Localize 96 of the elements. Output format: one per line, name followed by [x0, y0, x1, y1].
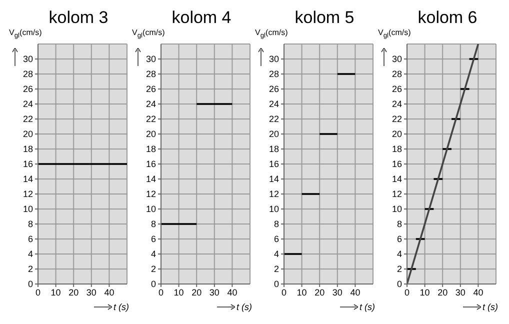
y-tick-label: 18	[22, 144, 33, 154]
x-tick-label: 0	[404, 287, 410, 298]
y-tick-label: 26	[392, 84, 402, 94]
y-tick-label: 18	[268, 144, 279, 154]
x-tick-label: 10	[50, 287, 61, 298]
y-tick-label: 4	[150, 249, 156, 260]
y-tick-label: 8	[150, 219, 156, 230]
chart-title: kolom 4	[172, 8, 232, 27]
y-tick-label: 8	[274, 219, 279, 230]
chart-title: kolom 5	[294, 8, 354, 27]
y-tick-label: 14	[146, 174, 156, 184]
y-tick-label: 8	[28, 219, 33, 230]
y-tick-label: 26	[22, 84, 33, 94]
x-tick-label: 10	[174, 287, 184, 298]
y-tick-label: 26	[268, 84, 279, 94]
y-tick-label: 18	[392, 144, 402, 154]
y-axis-title: V$_{gl}$(cm/s)	[132, 28, 165, 40]
y-tick-label: 0	[28, 279, 33, 290]
y-tick-label: 0	[274, 279, 279, 290]
x-tick-label: 20	[192, 287, 202, 298]
y-tick-label: 6	[150, 234, 156, 244]
y-tick-label: 4	[396, 249, 402, 260]
y-tick-label: 10	[22, 204, 33, 214]
x-tick-label: 0	[281, 287, 287, 298]
chart-title: kolom 6	[418, 8, 478, 27]
y-tick-label: 10	[146, 204, 156, 214]
x-axis-title: t (s)	[114, 302, 129, 312]
x-tick-label: 10	[420, 287, 430, 298]
y-tick-label: 20	[22, 129, 33, 140]
x-axis-title: t (s)	[236, 302, 252, 312]
y-tick-label: 14	[392, 174, 402, 184]
y-tick-label: 14	[22, 174, 33, 184]
y-tick-label: 28	[146, 69, 156, 80]
x-tick-label: 0	[35, 287, 41, 298]
y-tick-label: 0	[396, 279, 402, 290]
y-tick-label: 0	[150, 279, 156, 290]
y-tick-label: 4	[274, 249, 279, 260]
y-tick-label: 28	[268, 69, 279, 80]
y-tick-label: 24	[22, 99, 33, 110]
chart-title: kolom 3	[48, 8, 108, 27]
y-tick-label: 2	[28, 264, 33, 274]
y-tick-label: 16	[392, 159, 402, 170]
y-tick-label: 30	[146, 54, 156, 64]
y-tick-label: 4	[28, 249, 33, 260]
y-tick-label: 14	[268, 174, 279, 184]
y-tick-label: 24	[146, 99, 156, 110]
y-axis-title: V$_{gl}$(cm/s)	[378, 28, 411, 40]
y-tick-label: 22	[392, 114, 402, 124]
y-tick-label: 8	[396, 219, 402, 230]
y-tick-label: 6	[28, 234, 33, 244]
x-tick-label: 40	[104, 287, 114, 298]
x-tick-label: 30	[86, 287, 96, 298]
y-tick-label: 22	[22, 114, 33, 124]
x-tick-label: 30	[332, 287, 342, 298]
x-tick-label: 40	[350, 287, 360, 298]
y-tick-label: 30	[268, 54, 279, 64]
x-tick-label: 0	[158, 287, 164, 298]
y-tick-label: 12	[22, 189, 33, 200]
y-tick-label: 28	[392, 69, 402, 80]
y-tick-label: 10	[392, 204, 402, 214]
y-tick-label: 30	[392, 54, 402, 64]
y-tick-label: 18	[146, 144, 156, 154]
y-tick-label: 6	[274, 234, 279, 244]
y-tick-label: 12	[268, 189, 279, 200]
y-tick-label: 20	[146, 129, 156, 140]
x-tick-label: 20	[438, 287, 448, 298]
y-tick-label: 26	[146, 84, 156, 94]
y-tick-label: 22	[268, 114, 279, 124]
y-tick-label: 20	[268, 129, 279, 140]
y-tick-label: 16	[22, 159, 33, 170]
x-tick-label: 10	[296, 287, 307, 298]
y-tick-label: 12	[146, 189, 156, 200]
x-tick-label: 30	[455, 287, 466, 298]
x-tick-label: 30	[209, 287, 220, 298]
y-tick-label: 6	[396, 234, 402, 244]
y-tick-label: 24	[268, 99, 279, 110]
x-tick-label: 40	[473, 287, 484, 298]
y-tick-label: 28	[22, 69, 33, 80]
y-tick-label: 12	[392, 189, 402, 200]
y-tick-label: 2	[150, 264, 156, 274]
y-tick-label: 24	[392, 99, 402, 110]
x-tick-label: 20	[314, 287, 325, 298]
y-tick-label: 2	[274, 264, 279, 274]
y-tick-label: 22	[146, 114, 156, 124]
y-tick-label: 10	[268, 204, 279, 214]
y-axis-title: V$_{gl}$(cm/s)	[9, 28, 42, 40]
y-tick-label: 16	[268, 159, 279, 170]
y-tick-label: 2	[396, 264, 402, 274]
x-tick-label: 40	[227, 287, 238, 298]
y-axis-title: V$_{gl}$(cm/s)	[255, 28, 288, 40]
y-tick-label: 30	[22, 54, 33, 64]
x-axis-title: t (s)	[482, 302, 498, 312]
x-axis-title: t (s)	[360, 302, 375, 312]
y-tick-label: 16	[146, 159, 156, 170]
x-tick-label: 20	[68, 287, 79, 298]
y-tick-label: 20	[392, 129, 402, 140]
